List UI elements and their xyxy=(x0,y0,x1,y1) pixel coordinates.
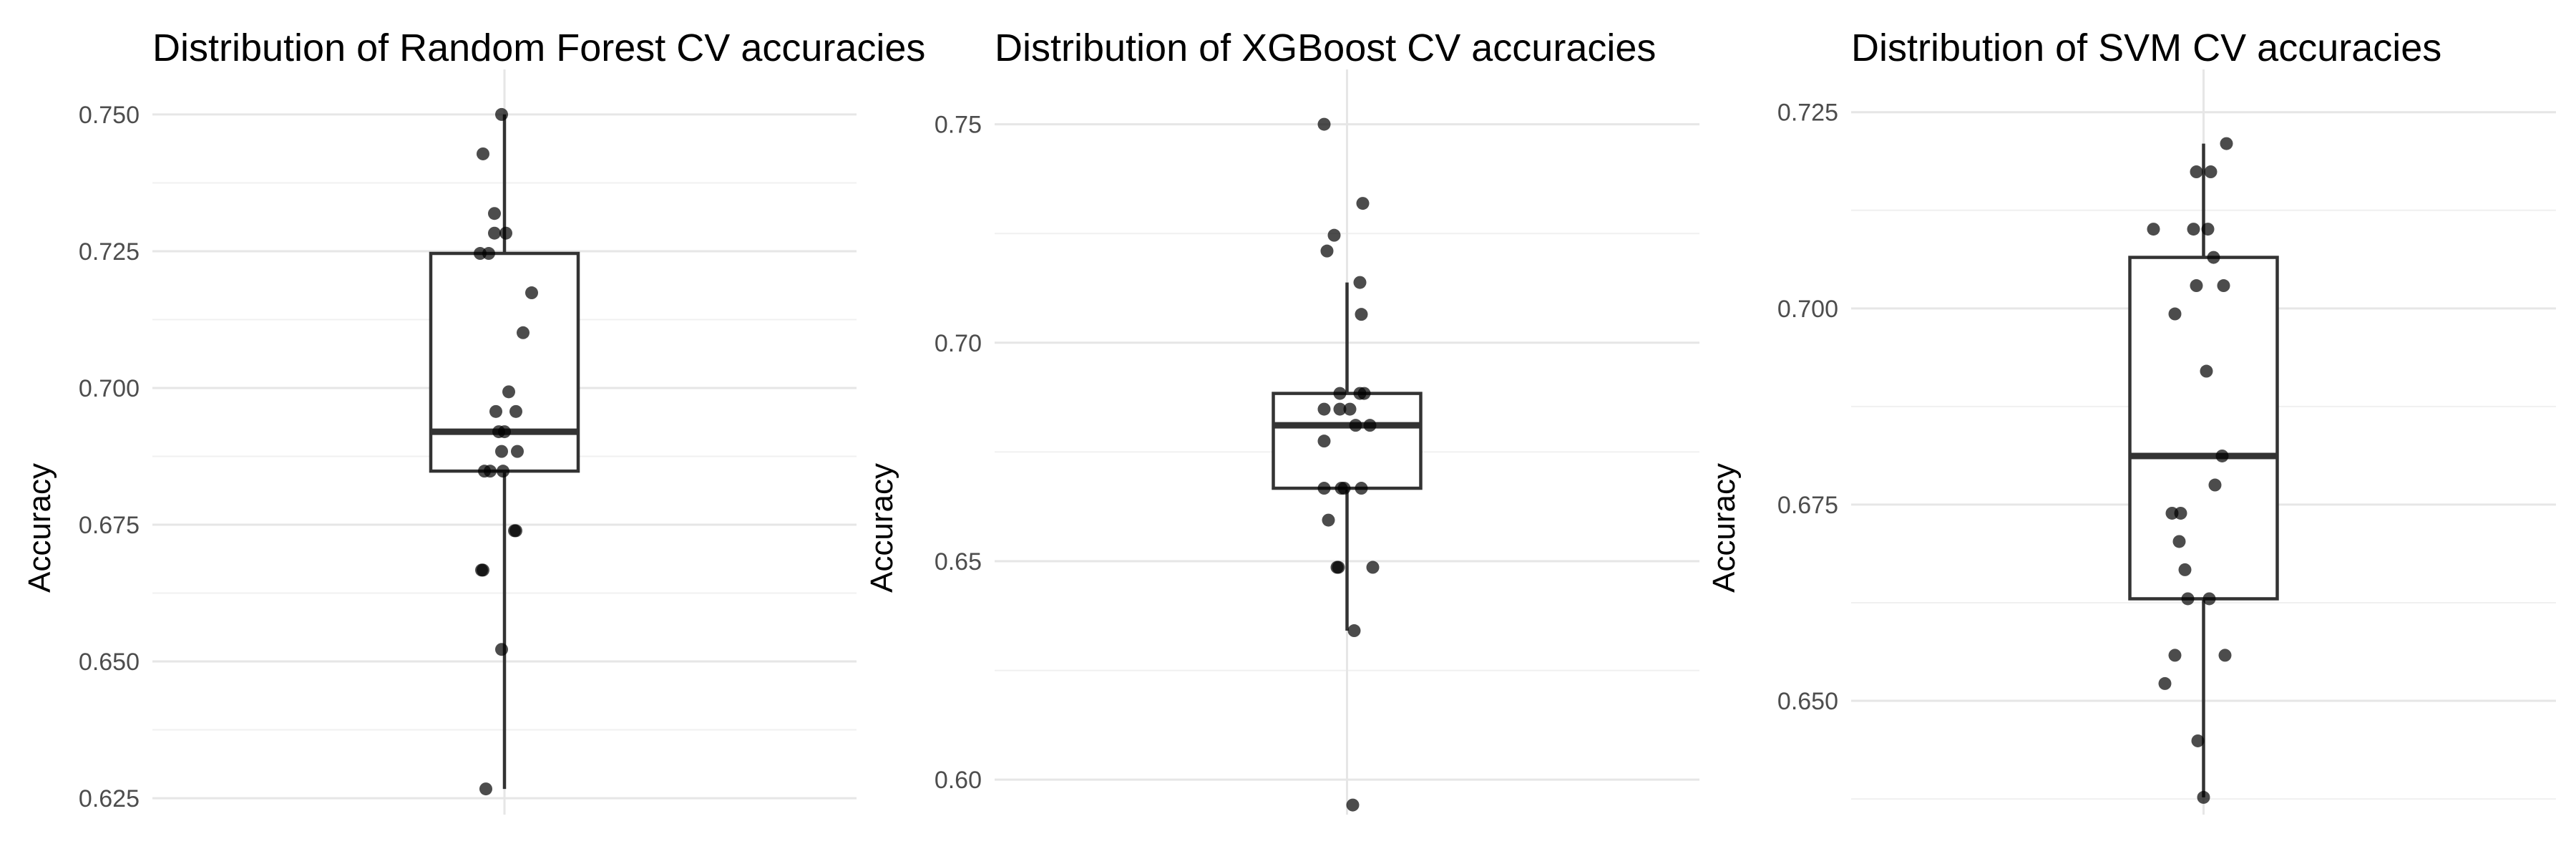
data-point xyxy=(2190,165,2203,179)
data-point xyxy=(1320,244,1334,258)
data-point xyxy=(2187,223,2200,236)
data-point xyxy=(2158,676,2172,690)
data-point xyxy=(2220,137,2233,150)
data-point xyxy=(499,226,512,240)
data-point xyxy=(1333,402,1347,416)
y-tick-label: 0.60 xyxy=(935,767,982,794)
y-tick-label: 0.700 xyxy=(79,375,140,402)
data-point xyxy=(511,445,524,458)
data-point xyxy=(1357,387,1371,400)
data-point xyxy=(1366,560,1380,574)
data-point xyxy=(1347,624,1361,638)
data-point xyxy=(2178,563,2192,576)
chart-title: Distribution of Random Forest CV accurac… xyxy=(152,26,925,69)
y-tick-label: 0.675 xyxy=(1777,492,1838,519)
data-point xyxy=(1322,513,1335,527)
y-tick-label: 0.700 xyxy=(1777,296,1838,323)
data-point xyxy=(1343,402,1357,416)
data-point xyxy=(1317,482,1331,495)
y-axis-label: Accuracy xyxy=(864,463,899,593)
data-point xyxy=(1332,560,1345,574)
data-point xyxy=(1346,798,1360,812)
chart-title: Distribution of SVM CV accuracies xyxy=(1851,26,2441,69)
data-point xyxy=(2215,449,2229,462)
data-point xyxy=(497,465,509,478)
data-point xyxy=(2181,592,2195,606)
data-point xyxy=(2168,649,2182,662)
y-tick-label: 0.725 xyxy=(1777,100,1838,127)
y-axis-label: Accuracy xyxy=(1707,463,1742,593)
data-point xyxy=(495,445,508,458)
y-tick-label: 0.625 xyxy=(79,785,140,812)
y-tick-label: 0.75 xyxy=(935,112,982,139)
data-point xyxy=(1349,419,1362,432)
data-point xyxy=(477,147,489,160)
data-point xyxy=(488,226,501,240)
data-point xyxy=(489,404,502,418)
data-point xyxy=(495,107,508,121)
data-point xyxy=(1355,308,1368,321)
iqr-box xyxy=(2128,256,2279,601)
data-point xyxy=(2218,649,2232,662)
y-tick-label: 0.650 xyxy=(1777,688,1838,715)
data-point xyxy=(475,563,488,577)
data-point xyxy=(2174,506,2187,520)
y-tick-label: 0.725 xyxy=(79,238,140,266)
data-point xyxy=(2217,279,2230,293)
data-point xyxy=(1327,228,1341,242)
data-point xyxy=(1317,117,1331,131)
data-point xyxy=(2168,307,2182,321)
data-point xyxy=(1363,419,1377,432)
data-point xyxy=(1317,435,1331,448)
y-tick-label: 0.65 xyxy=(935,548,982,576)
data-point xyxy=(2197,790,2210,804)
y-tick-label: 0.675 xyxy=(79,512,140,539)
data-point xyxy=(509,524,522,538)
y-tick-label: 0.750 xyxy=(79,102,140,129)
data-point xyxy=(495,643,508,656)
chart-title: Distribution of XGBoost CV accuracies xyxy=(995,26,1656,69)
data-point xyxy=(482,247,495,261)
data-point xyxy=(2208,478,2222,492)
data-point xyxy=(2200,364,2213,378)
data-point xyxy=(2190,279,2203,293)
iqr-box xyxy=(429,251,580,473)
data-point xyxy=(2204,165,2218,179)
data-point xyxy=(1353,276,1367,289)
data-point xyxy=(2202,592,2216,606)
data-point xyxy=(2207,251,2220,264)
data-point xyxy=(502,385,515,399)
data-point xyxy=(509,404,522,418)
data-point xyxy=(1317,402,1331,416)
data-point xyxy=(1355,482,1368,495)
y-tick-label: 0.70 xyxy=(935,330,982,357)
data-point xyxy=(517,326,530,339)
data-point xyxy=(484,465,497,478)
data-point xyxy=(479,782,492,796)
data-point xyxy=(525,286,538,300)
data-point xyxy=(2201,223,2215,236)
data-point xyxy=(2172,535,2186,548)
data-point xyxy=(498,425,511,439)
data-point xyxy=(2147,223,2160,236)
data-point xyxy=(2191,734,2205,747)
data-point xyxy=(1356,197,1370,210)
data-point xyxy=(1337,482,1351,495)
data-point xyxy=(488,207,501,220)
y-tick-label: 0.650 xyxy=(79,649,140,676)
data-point xyxy=(1333,387,1347,400)
y-axis-label: Accuracy xyxy=(22,463,57,593)
